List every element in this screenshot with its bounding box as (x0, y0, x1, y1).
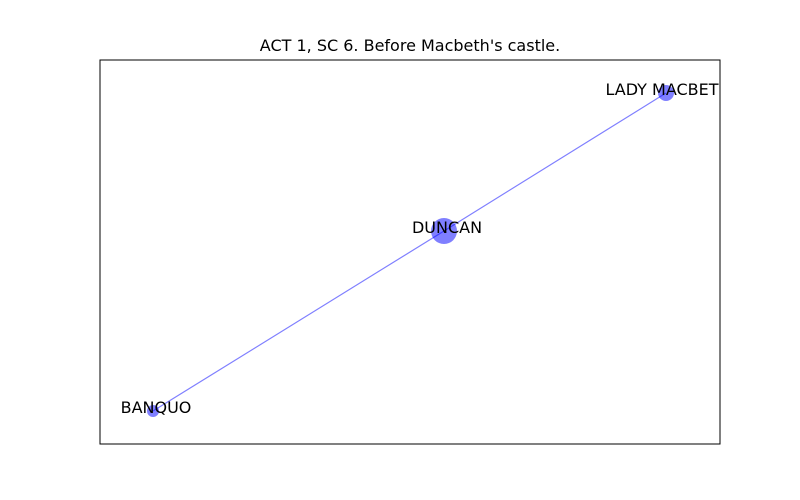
node-lady-macbeth (658, 85, 674, 101)
edge-duncan-banquo (152, 230, 445, 412)
plot-frame (99, 59, 721, 445)
edge-duncan-lady-macbeth (443, 92, 667, 232)
node-banquo (147, 405, 159, 417)
node-label-duncan: DUNCAN (412, 218, 482, 237)
node-label-banquo: BANQUO (121, 398, 192, 417)
node-label-lady-macbeth: LADY MACBET (605, 80, 718, 99)
node-duncan (431, 218, 457, 244)
diagram-title: ACT 1, SC 6. Before Macbeth's castle. (259, 36, 561, 55)
